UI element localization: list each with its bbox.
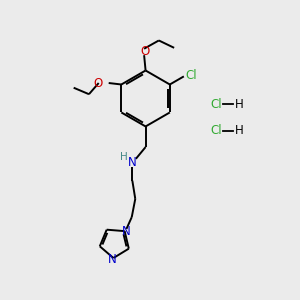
Text: O: O — [140, 45, 149, 58]
Text: N: N — [122, 225, 130, 238]
Text: N: N — [108, 253, 116, 266]
Text: O: O — [94, 76, 103, 89]
Text: H: H — [120, 152, 128, 162]
Text: H: H — [235, 124, 244, 137]
Text: N: N — [128, 156, 137, 169]
Text: Cl: Cl — [210, 98, 222, 111]
Text: Cl: Cl — [210, 124, 222, 137]
Text: Cl: Cl — [185, 69, 197, 82]
Text: H: H — [235, 98, 244, 111]
